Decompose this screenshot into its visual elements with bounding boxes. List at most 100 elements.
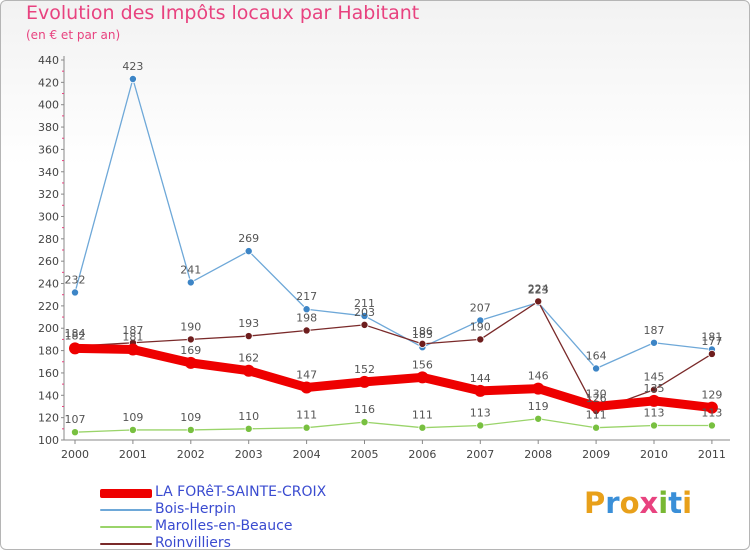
data-label: 224 [528, 282, 549, 295]
series-line [74, 78, 713, 370]
data-label: 181 [701, 330, 722, 343]
data-label: 193 [238, 317, 259, 330]
data-label: 223 [528, 284, 549, 297]
data-label: 113 [470, 406, 491, 419]
data-point [650, 421, 659, 430]
data-label: 190 [180, 320, 201, 333]
data-point [592, 423, 601, 432]
data-point [128, 425, 137, 434]
data-label: 207 [470, 301, 491, 314]
data-point [532, 382, 545, 395]
data-point [418, 423, 427, 432]
legend-label: Marolles-en-Beauce [155, 518, 293, 534]
y-tick-label: 440 [38, 54, 59, 67]
legend-swatch [100, 489, 152, 498]
data-label: 109 [180, 411, 201, 424]
data-point [416, 371, 429, 384]
x-tick-label: 2003 [235, 448, 263, 461]
data-point [358, 375, 371, 388]
data-point [128, 75, 137, 84]
data-label: 203 [354, 306, 375, 319]
chart-title: Evolution des Impôts locaux par Habitant [26, 2, 420, 24]
data-label: 182 [65, 329, 86, 342]
y-tick-label: 180 [38, 345, 59, 358]
y-tick-label: 300 [38, 210, 59, 223]
data-label: 110 [238, 410, 259, 423]
data-label: 183 [412, 328, 433, 341]
x-tick-label: 2006 [408, 448, 436, 461]
logo-letter: r [605, 486, 620, 520]
chart-subtitle: (en € et par an) [26, 28, 121, 42]
data-label: 187 [122, 324, 143, 337]
data-point [648, 394, 660, 407]
data-point [360, 311, 369, 320]
data-point [650, 385, 659, 394]
y-tick-label: 340 [38, 166, 59, 179]
data-point [534, 297, 543, 306]
x-tick-label: 2009 [582, 448, 610, 461]
y-tick-label: 160 [38, 367, 59, 380]
data-point [476, 335, 485, 344]
data-label: 152 [354, 363, 375, 376]
logo-letter: i [682, 486, 693, 520]
data-label: 186 [412, 325, 433, 338]
legend-swatch [100, 509, 152, 511]
legend-swatch [100, 526, 152, 528]
logo-letter: t [668, 486, 683, 520]
y-tick-label: 100 [38, 434, 59, 447]
data-label: 164 [586, 349, 607, 362]
x-tick-label: 2011 [698, 448, 726, 461]
data-label: 232 [65, 273, 86, 286]
data-label: 113 [644, 406, 665, 419]
data-point [186, 278, 195, 287]
data-point [244, 332, 253, 341]
data-point [184, 356, 197, 369]
x-tick-label: 2010 [640, 448, 668, 461]
data-label: 109 [122, 411, 143, 424]
data-label: 119 [528, 400, 549, 413]
data-label: 156 [412, 358, 433, 371]
data-point [300, 381, 313, 394]
proxiti-logo: Proxiti [584, 486, 692, 520]
data-label: 126 [586, 392, 607, 405]
data-point [126, 343, 139, 356]
data-point [476, 421, 485, 430]
data-point [705, 401, 718, 414]
series-line [74, 418, 713, 433]
x-tick-label: 2002 [177, 448, 205, 461]
y-tick-label: 140 [38, 389, 59, 402]
x-tick-label: 2007 [466, 448, 494, 461]
data-label: 190 [470, 320, 491, 333]
data-label: 177 [701, 335, 722, 348]
data-label: 241 [180, 263, 201, 276]
data-point [476, 316, 485, 325]
data-point [360, 418, 369, 427]
data-point [71, 428, 80, 437]
logo-letter: x [639, 486, 659, 520]
data-label: 147 [296, 368, 317, 381]
legend-label: Roinvilliers [155, 535, 231, 551]
data-point [186, 335, 195, 344]
data-label: 217 [296, 290, 317, 303]
data-label: 198 [296, 311, 317, 324]
data-label: 111 [296, 409, 317, 422]
data-point [302, 423, 311, 432]
data-label: 146 [528, 370, 549, 383]
x-tick-label: 2005 [351, 448, 379, 461]
y-tick-label: 240 [38, 278, 59, 291]
data-point [186, 425, 195, 434]
y-tick-label: 380 [38, 121, 59, 134]
y-tick-label: 360 [38, 143, 59, 156]
data-label: 211 [354, 297, 375, 310]
data-point [418, 339, 427, 348]
data-point [650, 338, 659, 347]
data-point [242, 364, 255, 377]
logo-letter: i [658, 486, 669, 520]
data-point [534, 414, 543, 423]
data-point [302, 326, 311, 335]
data-point [707, 421, 716, 430]
y-tick-label: 400 [38, 99, 59, 112]
y-tick-label: 200 [38, 322, 59, 335]
